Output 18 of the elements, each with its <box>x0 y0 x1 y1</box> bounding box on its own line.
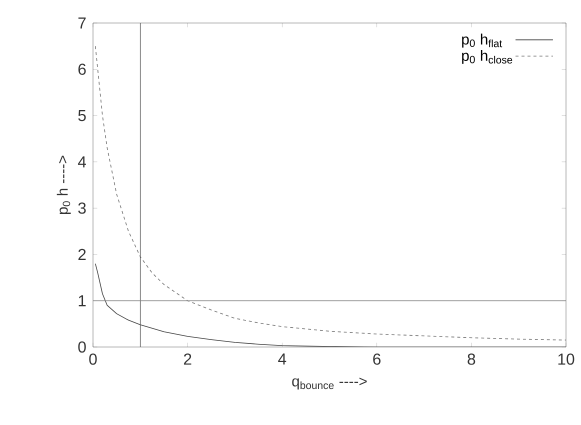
x-axis-title: q$_{bounce}$ ----> <box>292 378 367 390</box>
legend-label: p$_{0}$ h$_{close}$ <box>462 50 512 64</box>
y-tick-label: 4 <box>78 156 86 168</box>
x-tick-label: 10 <box>558 354 574 365</box>
y-tick-label: 5 <box>78 110 86 122</box>
legend-label: p$_{0}$ h$_{flat}$ <box>462 34 502 48</box>
y-tick-label: 3 <box>78 202 86 214</box>
x-tick-label: 8 <box>468 354 476 365</box>
x-tick-label: 2 <box>184 354 192 365</box>
y-tick-label: 2 <box>78 248 86 260</box>
y-tick-label: 1 <box>78 295 86 306</box>
y-tick-label: 6 <box>78 64 86 75</box>
x-tick-label: 4 <box>278 354 286 364</box>
y-tick-label: 7 <box>78 18 86 28</box>
y-axis-title: p$_{0}$ h ----> <box>56 156 71 214</box>
x-tick-label: 6 <box>373 354 381 365</box>
y-tick-label: 0 <box>78 341 86 353</box>
x-tick-label: 0 <box>89 354 97 365</box>
